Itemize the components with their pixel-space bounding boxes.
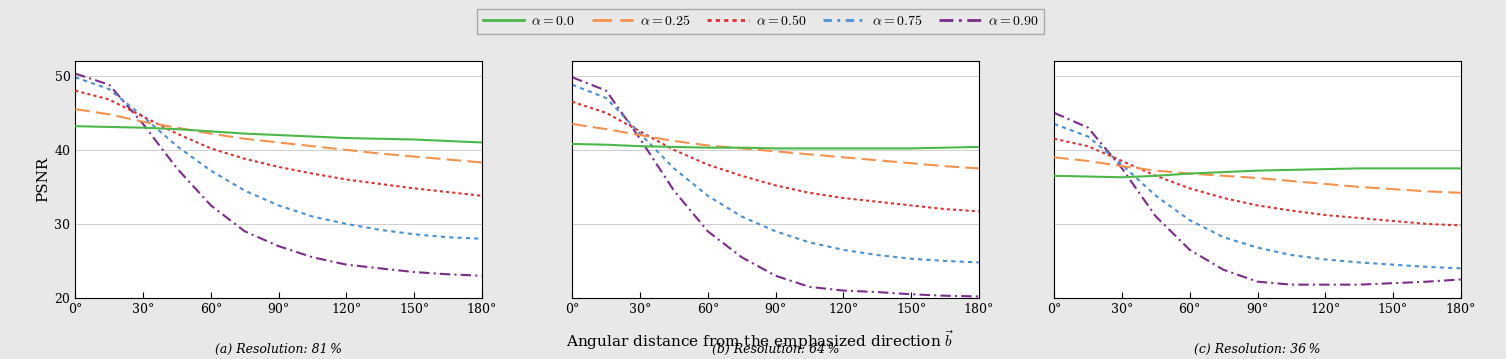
Text: (a) Resolution: 81 %: (a) Resolution: 81 % <box>215 343 342 356</box>
Text: (c) Resolution: 36 %: (c) Resolution: 36 % <box>1194 343 1321 356</box>
Y-axis label: PSNR: PSNR <box>36 157 50 202</box>
Text: (b) Resolution: 64 %: (b) Resolution: 64 % <box>712 343 839 356</box>
Text: Angular distance from the emphasized direction $\vec{b}$: Angular distance from the emphasized dir… <box>566 328 955 352</box>
Legend: $\alpha = 0.0$, $\alpha = 0.25$, $\alpha = 0.50$, $\alpha = 0.75$, $\alpha = 0.9: $\alpha = 0.0$, $\alpha = 0.25$, $\alpha… <box>477 9 1044 34</box>
